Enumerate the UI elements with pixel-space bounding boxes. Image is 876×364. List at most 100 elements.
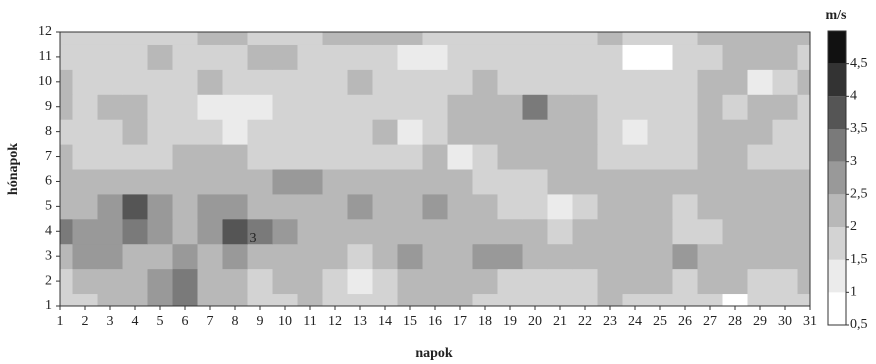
x-tick-label: 1 [57, 314, 64, 329]
contour-cell [472, 218, 498, 245]
contour-cell [547, 44, 573, 70]
contour-cell [172, 193, 198, 220]
contour-cell [347, 44, 373, 70]
colorbar-band [828, 31, 846, 64]
contour-cell [147, 32, 173, 45]
contour-cell [72, 268, 98, 295]
contour-field [60, 32, 811, 307]
contour-cell [272, 169, 298, 195]
contour-cell [472, 119, 498, 145]
contour-cell [322, 243, 348, 270]
colorbar-tick-label: 4 [850, 89, 857, 104]
contour-cell [97, 169, 123, 195]
contour-cell [147, 144, 173, 170]
contour-cell [172, 44, 198, 70]
x-tick-label: 16 [428, 314, 442, 329]
contour-cell [422, 193, 448, 220]
contour-cell [672, 94, 698, 120]
contour-cell [672, 193, 698, 220]
contour-cell [197, 268, 223, 295]
contour-cell [572, 293, 598, 307]
contour-cell [222, 243, 248, 270]
contour-cell [297, 144, 323, 170]
contour-cell [772, 94, 798, 120]
contour-cell [497, 144, 523, 170]
contour-cell [297, 69, 323, 95]
contour-cell [222, 144, 248, 170]
contour-label: 3 [250, 231, 257, 246]
contour-cell [672, 169, 698, 195]
contour-cell [422, 119, 448, 145]
contour-cell [472, 44, 498, 70]
contour-cell [97, 193, 123, 220]
contour-cell [72, 243, 98, 270]
contour-cell [60, 293, 73, 307]
contour-cell [447, 268, 473, 295]
contour-cell [397, 69, 423, 95]
contour-cell [247, 243, 273, 270]
contour-cell [572, 169, 598, 195]
contour-cell [497, 94, 523, 120]
y-tick-label: 12 [38, 24, 52, 39]
contour-cell [772, 293, 798, 307]
contour-cell [572, 32, 598, 45]
contour-cell [272, 218, 298, 245]
contour-cell [297, 268, 323, 295]
contour-cell [97, 218, 123, 245]
contour-cell [172, 94, 198, 120]
contour-cell [397, 293, 423, 307]
contour-cell [372, 268, 398, 295]
x-tick-label: 19 [503, 314, 517, 329]
contour-cell [597, 94, 623, 120]
contour-cell [797, 268, 811, 295]
contour-cell [572, 243, 598, 270]
contour-cell [97, 243, 123, 270]
contour-cell [647, 144, 673, 170]
contour-cell [322, 94, 348, 120]
contour-cell [747, 218, 773, 245]
contour-cell [172, 119, 198, 145]
x-tick-label: 2 [82, 314, 89, 329]
contour-cell [622, 119, 648, 145]
contour-cell [60, 218, 73, 245]
contour-cell [222, 94, 248, 120]
y-axis-label: hónapok [6, 143, 21, 195]
contour-cell [122, 293, 148, 307]
contour-cell [722, 44, 748, 70]
x-tick-label: 3 [107, 314, 114, 329]
contour-cell [197, 119, 223, 145]
contour-cell [422, 32, 448, 45]
contour-cell [297, 243, 323, 270]
contour-cell [647, 69, 673, 95]
contour-cell [597, 69, 623, 95]
contour-cell [422, 268, 448, 295]
contour-cell [222, 169, 248, 195]
contour-cell [272, 44, 298, 70]
contour-cell [447, 44, 473, 70]
contour-cell [797, 193, 811, 220]
contour-cell [747, 243, 773, 270]
contour-cell [347, 69, 373, 95]
contour-cell [597, 44, 623, 70]
contour-cell [622, 69, 648, 95]
contour-cell [72, 193, 98, 220]
contour-cell [122, 218, 148, 245]
contour-cell [722, 32, 748, 45]
contour-cell [422, 44, 448, 70]
contour-cell [122, 268, 148, 295]
contour-cell [722, 119, 748, 145]
contour-cell [372, 193, 398, 220]
contour-cell [197, 94, 223, 120]
contour-cell [272, 293, 298, 307]
contour-cell [572, 268, 598, 295]
contour-cell [297, 94, 323, 120]
contour-cell [547, 218, 573, 245]
contour-cell [347, 119, 373, 145]
contour-cell [122, 44, 148, 70]
contour-cell [472, 144, 498, 170]
contour-cell [97, 69, 123, 95]
contour-cell [397, 44, 423, 70]
contour-cell [797, 293, 811, 307]
contour-cell [122, 94, 148, 120]
contour-cell [247, 119, 273, 145]
